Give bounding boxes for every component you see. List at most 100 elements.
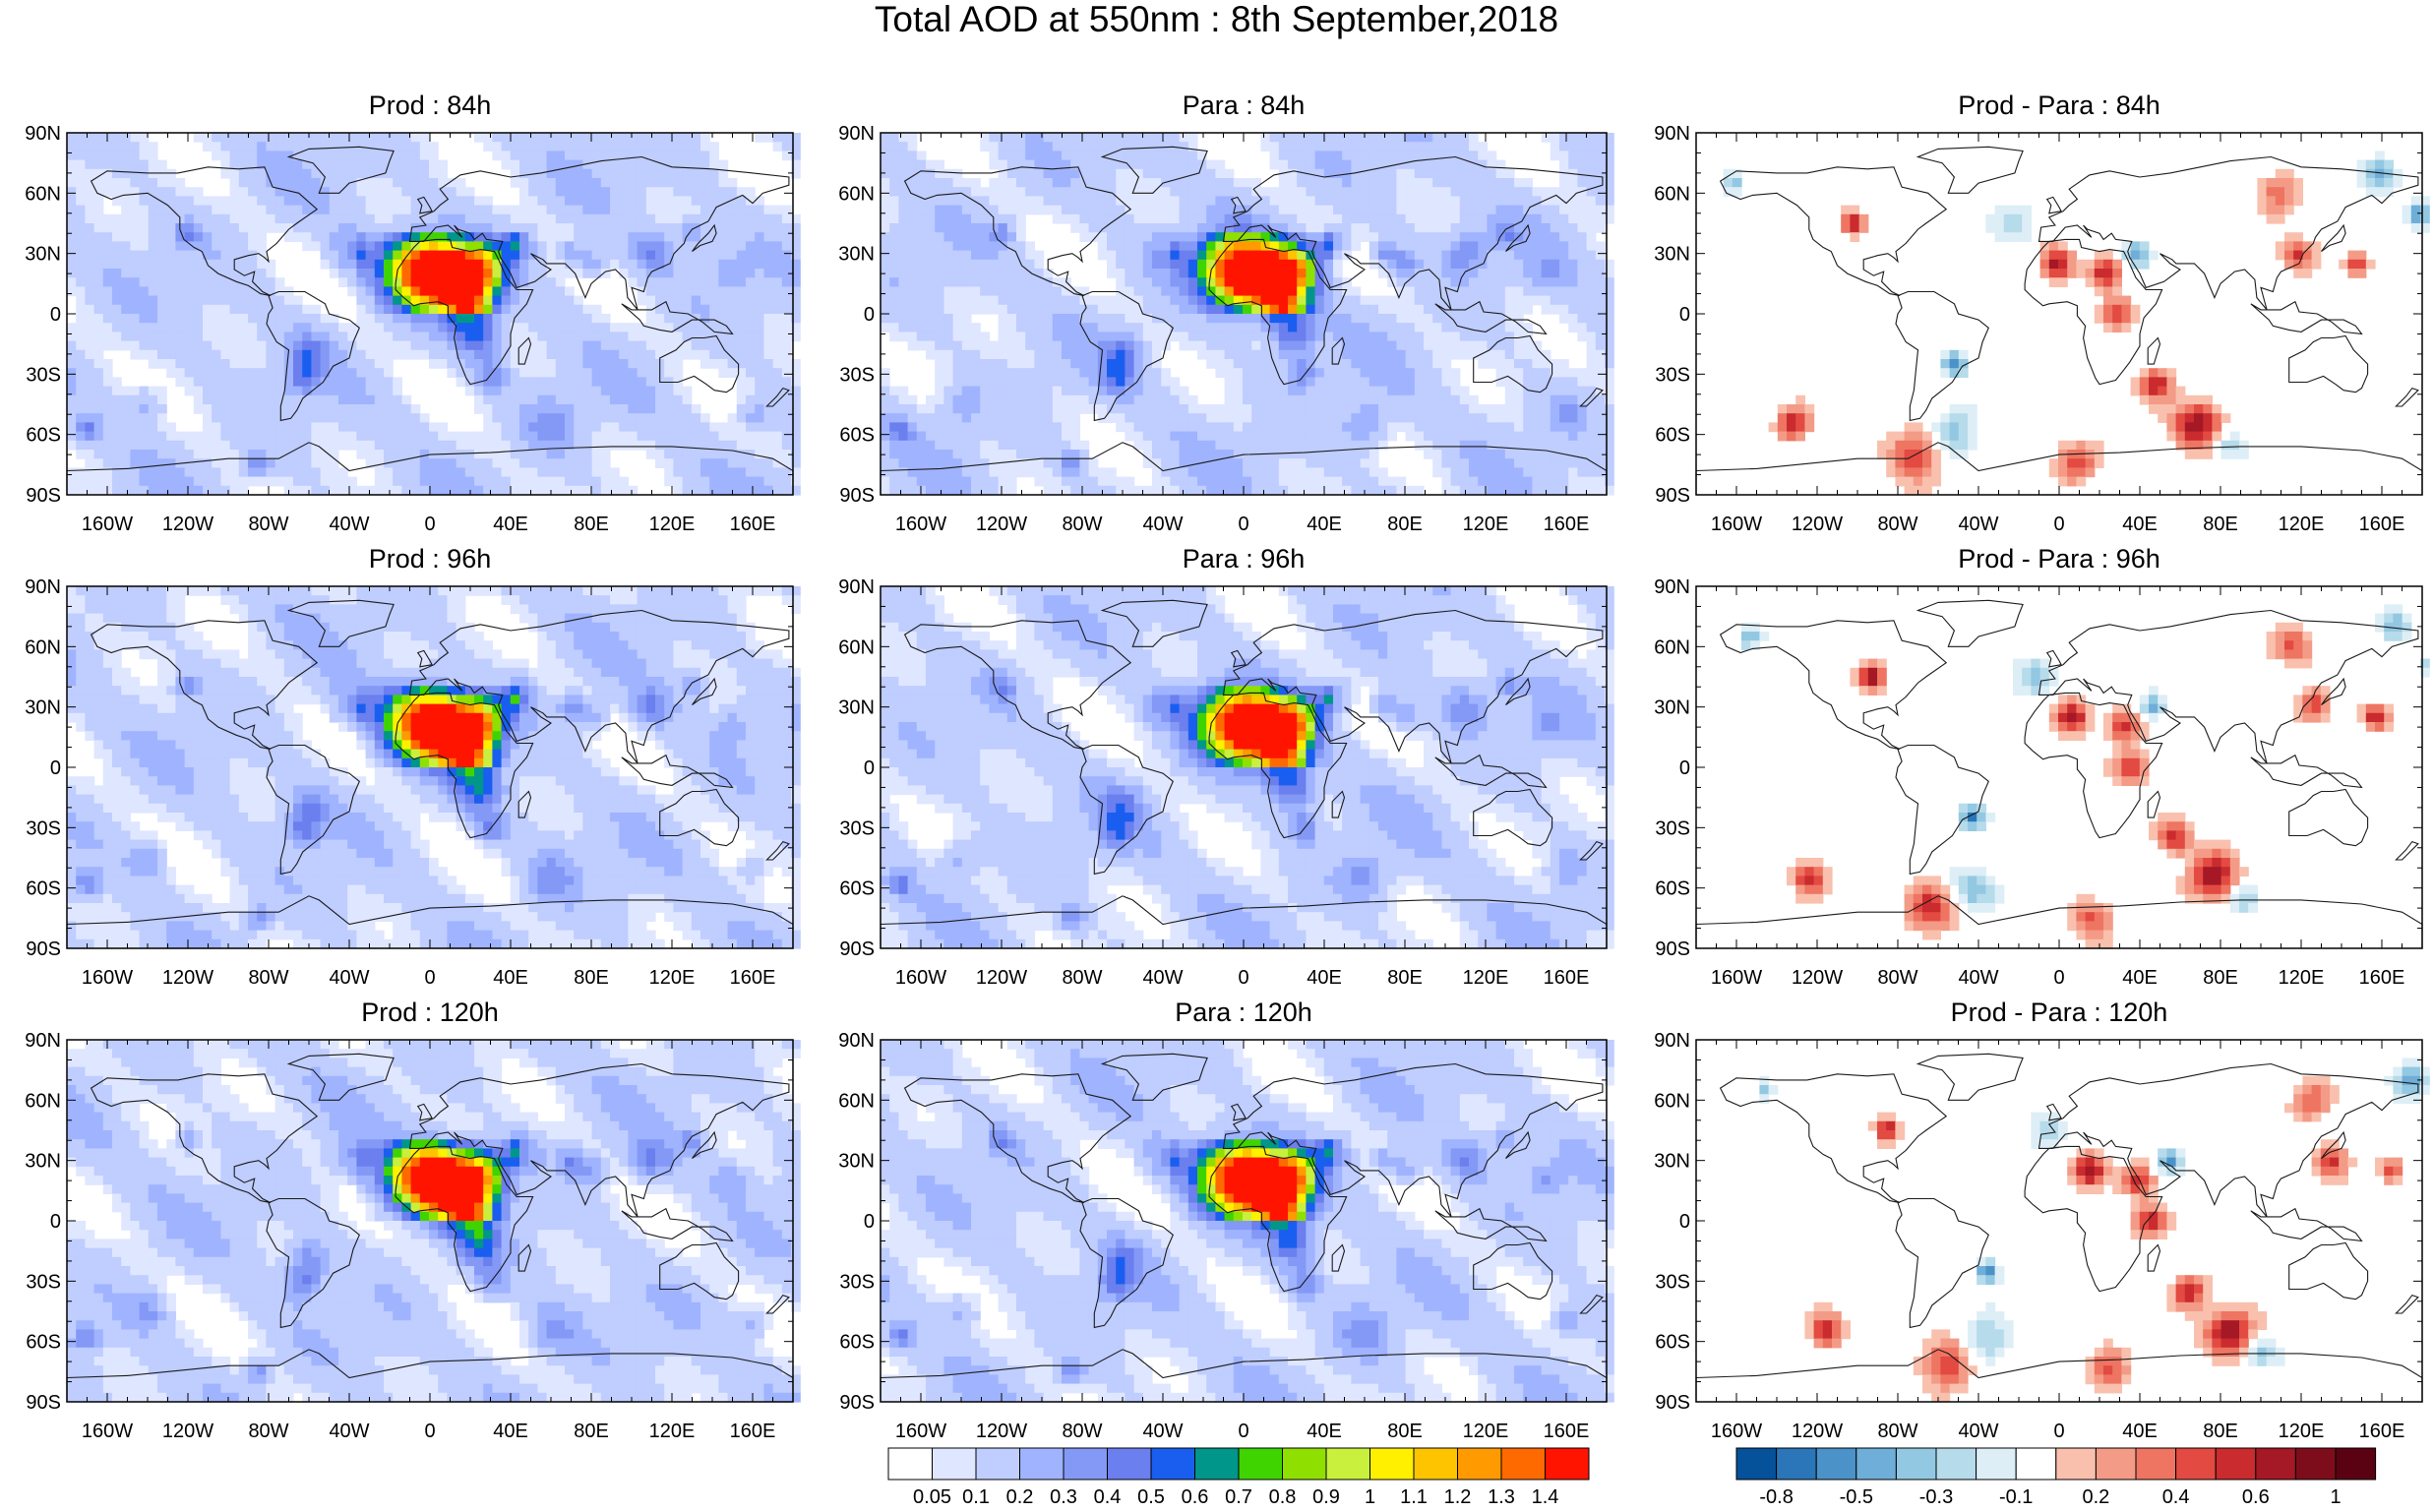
lon-tick-label: 80W — [1877, 514, 1917, 535]
panel-title: Prod - Para : 84h — [1696, 90, 2422, 121]
lat-tick-label: 60N — [25, 1090, 61, 1112]
colorbar-label: 0.6 — [2242, 1486, 2270, 1508]
lat-tick-label: 30N — [838, 1151, 875, 1173]
lon-tick-label: 40E — [2122, 514, 2158, 535]
colorbar-label: 1.3 — [1488, 1486, 1515, 1508]
lat-tick-label: 60N — [838, 183, 875, 205]
lon-tick-label: 0 — [1238, 514, 1248, 535]
lon-tick-label: 80W — [1877, 1421, 1917, 1442]
lat-tick-label: 30N — [1654, 697, 1690, 719]
colorbar-label: 1.2 — [1444, 1486, 1472, 1508]
lat-tick-label: 30N — [838, 244, 875, 266]
colorbar-swatch — [1326, 1448, 1370, 1480]
field-grid — [881, 1040, 1614, 1403]
lon-tick-label: 120W — [976, 1421, 1027, 1442]
lon-tick-label: 40E — [493, 514, 528, 535]
lon-tick-label: 40W — [1958, 514, 1998, 535]
lat-tick-label: 30S — [26, 1271, 61, 1293]
colorbar-swatch — [2096, 1448, 2136, 1480]
lon-tick-label: 120W — [976, 514, 1027, 535]
colorbar-label: 0.8 — [1269, 1486, 1297, 1508]
lon-tick-label: 80E — [1387, 1421, 1423, 1442]
lat-tick-label: 30N — [25, 244, 61, 266]
colorbar-swatch — [1195, 1448, 1240, 1480]
lat-tick-label: 90N — [1654, 576, 1690, 598]
lat-tick-label: 0 — [1679, 304, 1690, 326]
colorbar-swatch — [2216, 1448, 2256, 1480]
colorbar-swatch — [888, 1448, 933, 1480]
lat-tick-label: 60N — [1654, 183, 1690, 205]
lat-tick-label: 30S — [1655, 364, 1690, 386]
lon-tick-label: 40W — [1958, 967, 1998, 989]
colorbar-swatch — [1020, 1448, 1064, 1480]
lon-tick-label: 120W — [162, 1421, 213, 1442]
lat-tick-label: 30S — [1655, 1271, 1690, 1293]
lon-tick-label: 40W — [329, 514, 369, 535]
field-grid — [1759, 1058, 2429, 1402]
lat-tick-label: 60S — [839, 878, 875, 900]
lat-tick-label: 60N — [25, 636, 61, 658]
colorbar-label: 0.2 — [1006, 1486, 1034, 1508]
colorbar-swatch — [933, 1448, 977, 1480]
lat-tick-label: 0 — [864, 1211, 875, 1233]
panel-title: Prod - Para : 120h — [1696, 997, 2422, 1028]
lon-tick-label: 160W — [82, 1421, 133, 1442]
colorbar-swatch — [2176, 1448, 2217, 1480]
colorbar-swatch — [1501, 1448, 1546, 1480]
lon-tick-label: 120E — [649, 1421, 696, 1442]
lat-tick-label: 90N — [25, 576, 61, 598]
lat-tick-label: 0 — [50, 757, 61, 779]
lat-tick-label: 60S — [839, 425, 875, 447]
lon-tick-label: 80W — [1877, 967, 1917, 989]
colorbar-swatch — [2336, 1448, 2376, 1480]
lon-tick-label: 120E — [1463, 1421, 1509, 1442]
colorbar-label: 0.6 — [1182, 1486, 1209, 1508]
colorbar-swatch — [1816, 1448, 1856, 1480]
lat-tick-label: 60N — [1654, 636, 1690, 658]
colorbar-label: 1 — [2330, 1486, 2341, 1508]
colorbar-swatch — [1736, 1448, 1777, 1480]
lat-tick-label: 90S — [839, 1392, 875, 1414]
lon-tick-label: 80E — [574, 1421, 609, 1442]
lon-tick-label: 80E — [2203, 1421, 2238, 1442]
colorbar-swatch — [2056, 1448, 2097, 1480]
lat-tick-label: 0 — [1679, 757, 1690, 779]
lat-tick-label: 30S — [839, 817, 875, 839]
field-grid — [1724, 151, 2430, 495]
lon-tick-label: 80E — [574, 967, 609, 989]
lat-tick-label: 60S — [26, 425, 61, 447]
colorbar-swatch — [1370, 1448, 1415, 1480]
lat-tick-label: 60S — [26, 878, 61, 900]
field-grid — [67, 1040, 801, 1403]
lon-tick-label: 120E — [649, 514, 696, 535]
lat-tick-label: 90S — [1655, 938, 1690, 960]
lat-tick-label: 90N — [25, 1030, 61, 1052]
lat-tick-label: 90N — [838, 576, 875, 598]
lon-tick-label: 160E — [1544, 967, 1590, 989]
colorbar-swatch — [1064, 1448, 1108, 1480]
colorbar-swatch — [1151, 1448, 1195, 1480]
lat-tick-label: 30N — [25, 1151, 61, 1173]
lon-tick-label: 0 — [424, 967, 435, 989]
colorbar-swatch — [1936, 1448, 1977, 1480]
lon-tick-label: 40W — [329, 967, 369, 989]
lon-tick-label: 40E — [493, 967, 528, 989]
lon-tick-label: 160E — [730, 514, 776, 535]
lon-tick-label: 80W — [1062, 1421, 1102, 1442]
colorbar-label: 0.4 — [2162, 1486, 2190, 1508]
colorbar-label: 0.5 — [1137, 1486, 1165, 1508]
lat-tick-label: 30S — [26, 817, 61, 839]
lat-tick-label: 90N — [838, 123, 875, 145]
lat-tick-label: 90N — [1654, 1030, 1690, 1052]
lat-tick-label: 90S — [26, 485, 61, 507]
